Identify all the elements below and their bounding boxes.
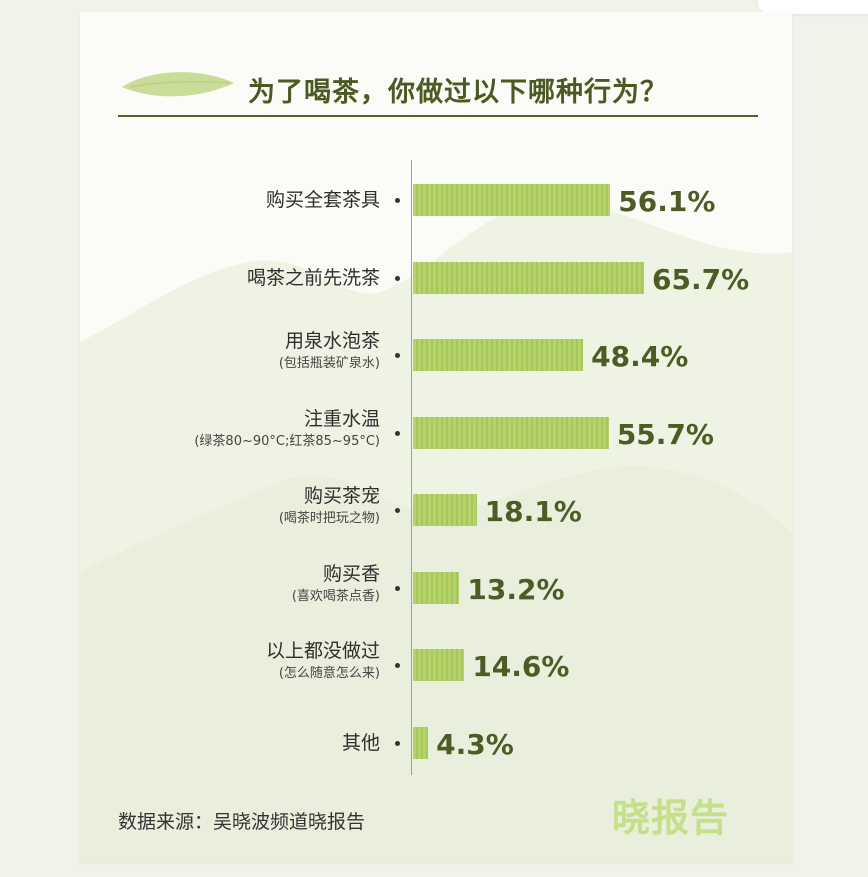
bar xyxy=(413,261,644,294)
value-label: 4.3% xyxy=(436,727,514,761)
category-note: (包括瓶装矿泉水) xyxy=(278,356,380,371)
bar xyxy=(413,571,460,604)
category-note: (喝茶时把玩之物) xyxy=(278,511,380,526)
category-dot xyxy=(395,198,400,203)
category-label: 注重水温 (绿茶80~90°C;红茶85~95°C) xyxy=(194,407,380,451)
category-name: 注重水温 xyxy=(303,407,380,430)
value-label: 55.7% xyxy=(616,417,714,451)
bar xyxy=(413,339,584,371)
bar xyxy=(413,416,609,449)
category-label: 以上都没做过 (怎么随意怎么来) xyxy=(266,639,380,683)
category-label: 购买香 (喜欢喝茶点香) xyxy=(292,562,380,606)
value-label: 14.6% xyxy=(472,650,570,683)
bar xyxy=(413,726,429,759)
category-name: 喝茶之前先洗茶 xyxy=(246,266,380,289)
category-name: 购买香 xyxy=(322,562,380,585)
category-label: 购买茶宠 (喝茶时把玩之物) xyxy=(279,484,380,528)
value-label: 18.1% xyxy=(484,495,582,528)
category-name: 用泉水泡茶 xyxy=(284,330,380,352)
category-dot xyxy=(395,353,400,358)
category-label: 用泉水泡茶 (包括瓶装矿泉水) xyxy=(279,329,380,373)
bar xyxy=(413,649,465,681)
category-label: 喝茶之前先洗茶 xyxy=(247,266,380,290)
value-label: 48.4% xyxy=(591,340,689,373)
category-name: 其他 xyxy=(341,731,380,754)
category-axis-line xyxy=(411,160,412,775)
brand-logo: 晓报告 xyxy=(612,796,730,840)
category-dot xyxy=(395,508,400,513)
title-divider xyxy=(118,115,758,117)
category-label: 其他 xyxy=(342,731,380,755)
data-source: 数据来源：吴晓波频道晓报告 xyxy=(118,811,366,833)
category-name: 购买茶宠 xyxy=(303,485,380,507)
category-note: (喜欢喝茶点香) xyxy=(291,588,380,604)
category-dot xyxy=(395,585,400,591)
leaf-icon xyxy=(122,72,234,97)
category-name: 以上都没做过 xyxy=(265,640,380,662)
category-note: (绿茶80~90°C;红茶85~95°C) xyxy=(194,433,380,449)
category-label: 购买全套茶具 xyxy=(266,188,380,212)
value-label: 13.2% xyxy=(467,572,565,606)
bar xyxy=(413,494,477,526)
category-name: 购买全套茶具 xyxy=(265,189,380,211)
category-dot xyxy=(395,275,400,281)
category-dot xyxy=(395,430,400,436)
bar xyxy=(413,184,611,216)
category-dot xyxy=(395,740,400,746)
category-note: (怎么随意怎么来) xyxy=(278,666,380,681)
value-label: 65.7% xyxy=(652,262,750,296)
value-label: 56.1% xyxy=(618,185,716,218)
chart-title: 为了喝茶，你做过以下哪种行为？ xyxy=(248,77,668,108)
category-dot xyxy=(395,663,400,668)
top-right-overlay xyxy=(758,0,868,14)
